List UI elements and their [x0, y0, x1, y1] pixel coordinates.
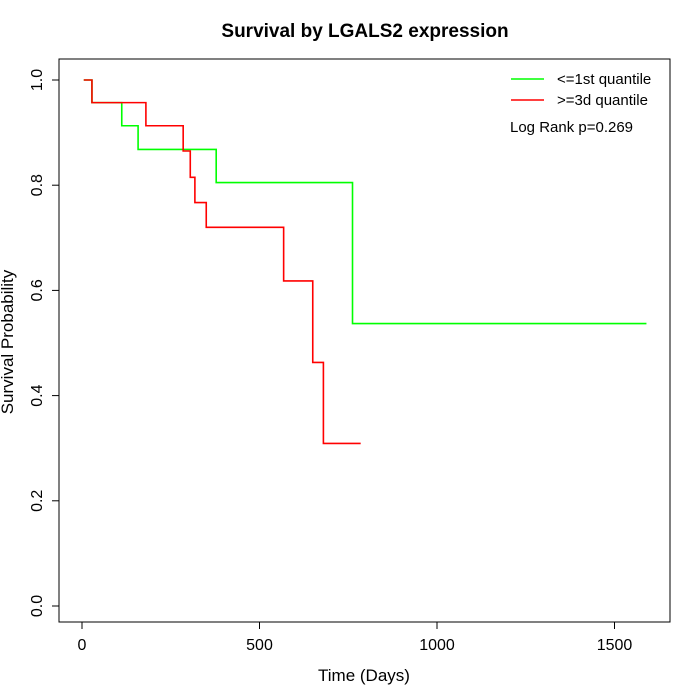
- y-tick-label: 0.2: [29, 490, 46, 512]
- y-tick-label: 0.4: [29, 384, 46, 406]
- legend-label: <=1st quantile: [557, 71, 651, 88]
- y-axis-label: Survival Probability: [0, 269, 17, 414]
- series-layer: [83, 79, 647, 445]
- x-axis-label: Time (Days): [318, 666, 410, 685]
- chart-title: Survival by LGALS2 expression: [221, 21, 508, 42]
- legend: <=1st quantile >=3d quantile: [511, 71, 651, 109]
- survival-curve-high: [83, 79, 361, 445]
- y-tick-label: 0.8: [29, 174, 46, 196]
- x-tick-label: 500: [246, 637, 273, 654]
- survival-curve-low: [83, 79, 647, 325]
- x-tick-label: 1000: [419, 637, 455, 654]
- y-tick-label: 0.0: [29, 595, 46, 617]
- x-axis: 0 500 1000 1500: [78, 621, 633, 654]
- y-tick-label: 0.6: [29, 279, 46, 301]
- y-tick-label: 1.0: [29, 69, 46, 91]
- legend-label: >=3d quantile: [557, 92, 648, 109]
- y-axis: 0.0 0.2 0.4 0.6 0.8 1.0: [29, 69, 60, 617]
- log-rank-annotation: Log Rank p=0.269: [510, 119, 633, 136]
- x-tick-label: 1500: [597, 637, 633, 654]
- x-tick-label: 0: [78, 637, 87, 654]
- plot-frame: [58, 58, 671, 623]
